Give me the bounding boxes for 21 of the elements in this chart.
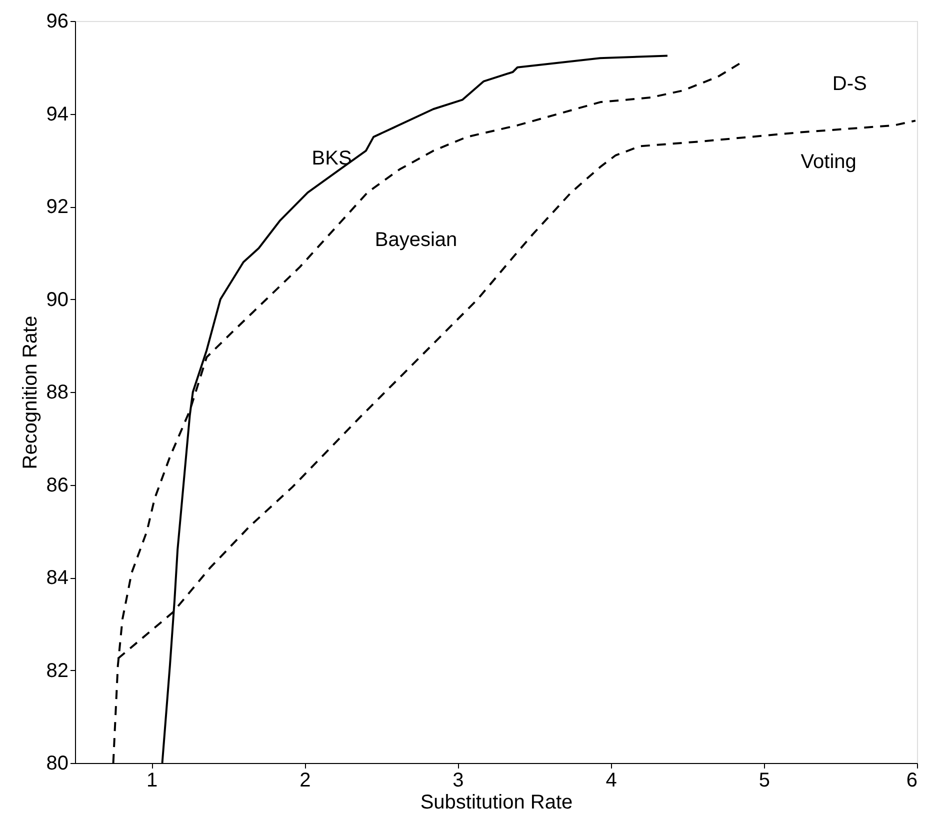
x-tick-label: 6 [906, 770, 918, 792]
annotation: Voting [800, 150, 856, 173]
y-tick-label: 86 [46, 474, 68, 496]
y-tick-label: 90 [46, 288, 68, 311]
y-tick-label: 88 [46, 382, 68, 404]
x-tick-label: 4 [606, 770, 617, 792]
y-tick-label: 94 [46, 103, 68, 126]
annotation: Bayesian [374, 228, 458, 251]
y-axis-title: Recognition Rate [19, 316, 42, 470]
y-tick-label: 96 [46, 10, 68, 32]
y-tick-label: 92 [46, 196, 68, 218]
annotation: BKS [312, 147, 352, 170]
annotation: D-S [832, 73, 867, 96]
x-tick-label: 5 [758, 770, 770, 792]
x-tick-label: 1 [146, 770, 158, 792]
y-tick-label: 82 [46, 660, 68, 682]
y-tick-label: 84 [46, 567, 68, 589]
x-tick-label: 2 [300, 770, 311, 792]
x-tick-label: 3 [452, 770, 464, 792]
x-axis-title: Substitution Rate [420, 792, 573, 814]
y-tick-label: 80 [46, 752, 68, 774]
